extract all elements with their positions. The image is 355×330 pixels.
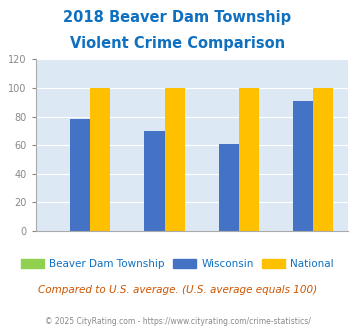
Bar (165, 88, 185, 231)
Bar (144, 131, 165, 231)
Text: 2018 Beaver Dam Township: 2018 Beaver Dam Township (64, 10, 291, 25)
Bar (313, 88, 333, 231)
Bar (219, 144, 239, 231)
Bar (70, 119, 90, 231)
Text: Compared to U.S. average. (U.S. average equals 100): Compared to U.S. average. (U.S. average … (38, 285, 317, 295)
Text: © 2025 CityRating.com - https://www.cityrating.com/crime-statistics/: © 2025 CityRating.com - https://www.city… (45, 317, 310, 326)
Bar (90, 88, 110, 231)
Bar (239, 88, 259, 231)
Bar (293, 101, 313, 231)
Legend: Beaver Dam Township, Wisconsin, National: Beaver Dam Township, Wisconsin, National (17, 254, 338, 273)
Text: Violent Crime Comparison: Violent Crime Comparison (70, 36, 285, 51)
